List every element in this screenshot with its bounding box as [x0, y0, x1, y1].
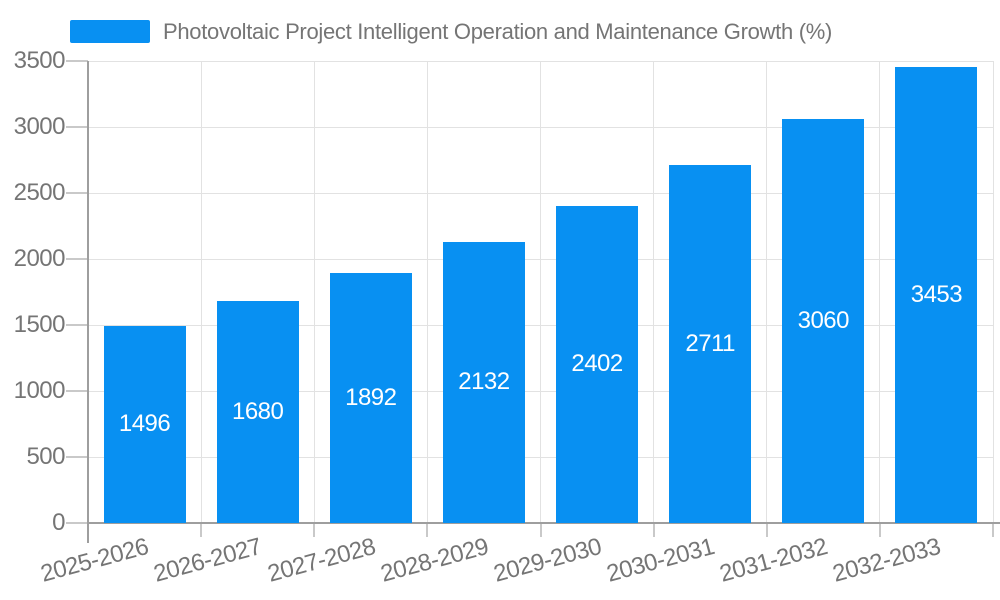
y-tick-label: 1000 [13, 377, 66, 404]
x-gridline [879, 61, 881, 523]
legend-label: Photovoltaic Project Intelligent Operati… [163, 18, 833, 44]
x-gridline [426, 61, 428, 523]
bar[interactable]: 2132 [442, 241, 525, 523]
x-gridline [200, 61, 202, 523]
bar[interactable]: 2711 [669, 165, 752, 523]
x-category-label: 2030-2031 [603, 533, 718, 588]
x-tick [200, 523, 203, 537]
y-tick-label: 500 [26, 443, 65, 470]
x-category-label: 2028-2029 [377, 533, 491, 588]
bar-value-label: 3060 [797, 307, 850, 335]
bar[interactable]: 3060 [782, 119, 865, 523]
y-tick-label: 2000 [13, 245, 66, 272]
legend-swatch [70, 20, 150, 43]
bar-value-label: 1892 [345, 384, 397, 412]
y-tick [66, 192, 88, 194]
x-gridline [540, 61, 541, 523]
bar[interactable]: 1496 [103, 325, 186, 523]
bar-value-label: 3453 [910, 281, 963, 309]
x-tick [992, 523, 994, 537]
x-gridline [313, 61, 315, 523]
x-gridline [992, 61, 994, 523]
x-category-label: 2032-2033 [829, 533, 944, 588]
y-tick-label: 1500 [13, 311, 66, 338]
x-category-label: 2031-2032 [716, 533, 831, 588]
x-tick [426, 523, 429, 537]
x-category-label: 2027-2028 [264, 533, 378, 588]
x-category-label: 2025-2026 [38, 533, 152, 588]
bar[interactable]: 1680 [216, 301, 299, 523]
bar-value-label: 2402 [571, 350, 623, 378]
x-tick [878, 523, 881, 537]
bar[interactable]: 1892 [329, 273, 412, 523]
legend-item[interactable]: Photovoltaic Project Intelligent Operati… [70, 18, 833, 44]
x-category-label: 2029-2030 [490, 533, 605, 588]
x-gridline [653, 61, 655, 523]
x-tick [652, 523, 655, 537]
x-tick [313, 523, 316, 537]
x-gridline [766, 61, 768, 523]
y-tick [66, 258, 88, 260]
x-tick [765, 523, 768, 537]
y-tick-label: 3000 [13, 113, 66, 140]
y-axis-line [87, 61, 89, 543]
x-category-label: 2026-2027 [151, 533, 265, 588]
y-tick [66, 324, 88, 326]
y-tick-label: 2500 [13, 179, 66, 206]
bar[interactable]: 2402 [556, 205, 639, 523]
y-tick-label: 3500 [13, 47, 66, 74]
y-tick [66, 60, 88, 62]
y-tick [66, 522, 88, 524]
bar-value-label: 1496 [118, 410, 171, 438]
y-tick-label: 0 [52, 509, 65, 536]
x-axis-line [88, 522, 1000, 524]
y-tick [66, 390, 88, 392]
x-tick [539, 523, 542, 537]
bar-value-label: 2711 [685, 330, 735, 358]
y-tick [66, 126, 88, 128]
bar-value-label: 1680 [231, 398, 284, 426]
bar-value-label: 2132 [458, 368, 510, 396]
y-tick [66, 456, 88, 458]
bar[interactable]: 3453 [895, 67, 978, 523]
